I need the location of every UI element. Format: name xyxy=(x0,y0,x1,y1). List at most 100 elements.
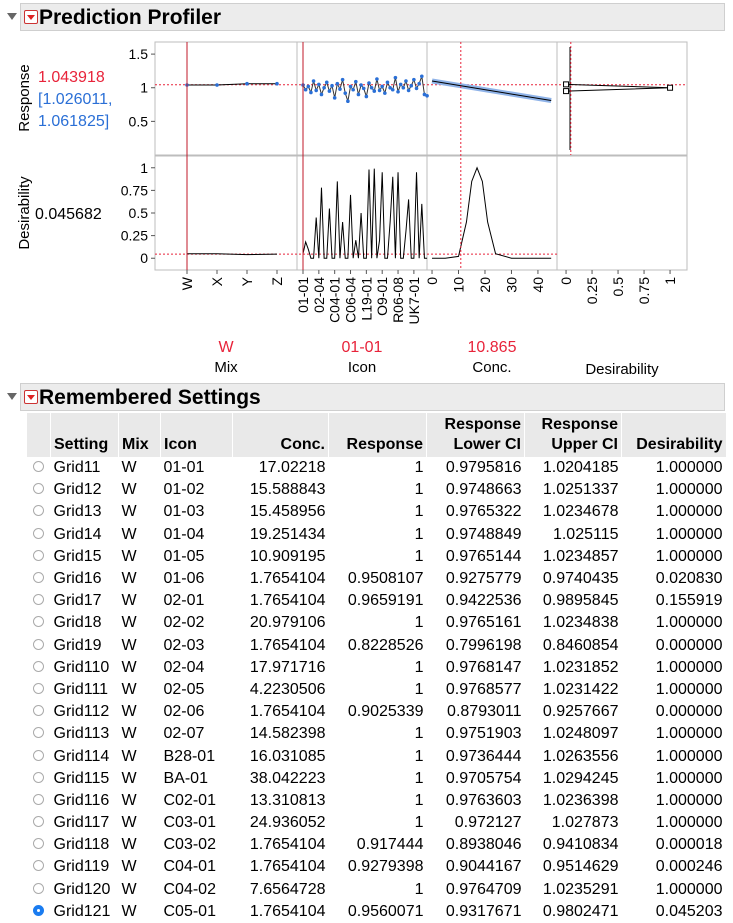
radio[interactable] xyxy=(33,682,44,694)
settings-table: Setting Mix Icon Conc. Response Response Lowe… xyxy=(26,413,726,923)
x-tick-label: 10 xyxy=(451,277,467,293)
table-cell: 1.0263556 xyxy=(542,747,619,765)
table-cell: 0.9768577 xyxy=(445,680,522,698)
disclosure[interactable] xyxy=(7,393,17,400)
response-point xyxy=(348,84,353,89)
radio[interactable] xyxy=(33,749,44,761)
function-point xyxy=(563,88,570,95)
table-cell: 0.9736444 xyxy=(445,747,522,765)
table-cell: 01-01 xyxy=(163,459,205,477)
radio-cell xyxy=(27,812,51,834)
radio[interactable] xyxy=(33,705,44,717)
radio-cell xyxy=(27,612,51,634)
radio-cell xyxy=(27,568,51,590)
table-cell: Grid17 xyxy=(53,592,102,610)
radio[interactable] xyxy=(33,594,44,606)
menu-button[interactable] xyxy=(24,390,38,404)
radio[interactable] xyxy=(33,793,44,805)
radio[interactable] xyxy=(33,771,44,783)
table-cell: W xyxy=(121,481,137,499)
header-cell: Response Lower CI xyxy=(426,413,525,457)
table-cell: W xyxy=(121,658,137,676)
header-cell: Response Upper CI xyxy=(524,413,622,457)
table-cell: 02-02 xyxy=(163,614,205,632)
header-cell: Mix xyxy=(118,413,161,457)
response-point xyxy=(372,89,377,93)
factor-current: W xyxy=(218,339,234,356)
table-cell: Grid19 xyxy=(53,636,102,654)
radio[interactable] xyxy=(33,483,44,495)
radio[interactable] xyxy=(33,882,44,894)
panel xyxy=(154,155,298,271)
y-tick-label: 0.5 xyxy=(129,113,149,129)
radio[interactable] xyxy=(33,549,44,561)
radio[interactable] xyxy=(33,660,44,672)
response-point xyxy=(401,85,406,90)
table-cell: 7.6564728 xyxy=(249,880,326,898)
table-cell: 01-03 xyxy=(163,503,205,521)
table-cell: Grid18 xyxy=(53,614,102,632)
response-point xyxy=(275,81,279,86)
table-cell: W xyxy=(121,636,137,654)
table-cell: 0.045203 xyxy=(655,902,723,920)
table-cell: C05-01 xyxy=(163,902,216,920)
radio[interactable] xyxy=(33,860,44,872)
response-point xyxy=(414,86,419,91)
response-ci: 1.061825] xyxy=(38,113,109,130)
radio[interactable] xyxy=(33,527,44,539)
radio[interactable] xyxy=(33,838,44,850)
radio[interactable] xyxy=(33,616,44,628)
radio[interactable] xyxy=(33,461,44,473)
profiler-header: Prediction Profiler xyxy=(7,3,725,31)
table-cell: 0.000246 xyxy=(655,858,723,876)
table-row: Grid113 W 02-07 14.582398 1 0.9751903 1.024809… xyxy=(27,723,726,745)
response-point xyxy=(338,87,342,91)
table-cell: 0.9768147 xyxy=(445,658,522,676)
response-point xyxy=(383,91,387,95)
response-point xyxy=(377,88,382,93)
factor-current: 01-01 xyxy=(342,339,383,356)
table-cell: W xyxy=(121,525,137,543)
radio-cell xyxy=(27,723,51,745)
header-cell: Icon xyxy=(160,413,233,457)
disclosure[interactable] xyxy=(7,13,17,20)
table-cell: 1 xyxy=(414,658,424,676)
radio-cell xyxy=(27,546,51,568)
table-cell: 0.972127 xyxy=(454,814,522,832)
radio[interactable] xyxy=(33,727,44,739)
factor-name: Desirability xyxy=(585,361,659,378)
table-cell: 02-05 xyxy=(163,680,205,698)
function-point xyxy=(563,81,570,88)
response-point xyxy=(356,92,361,97)
radio[interactable] xyxy=(33,904,44,916)
radio[interactable] xyxy=(33,638,44,650)
response-point xyxy=(330,83,334,88)
table-cell: 02-03 xyxy=(163,636,205,654)
menu-button[interactable] xyxy=(24,10,38,24)
radio[interactable] xyxy=(33,505,44,517)
table-cell: 0.9751903 xyxy=(445,725,522,743)
table-row: Grid18 W 02-02 20.979106 1 0.9765161 1.0234838… xyxy=(27,612,726,634)
table-cell: W xyxy=(121,703,137,721)
table-cell: 02-06 xyxy=(163,703,205,721)
radio[interactable] xyxy=(33,816,44,828)
radio[interactable] xyxy=(33,572,44,584)
y-tick-label: 1 xyxy=(140,80,148,96)
response-point xyxy=(406,88,411,93)
x-tick-label: R06-08 xyxy=(390,277,406,323)
table-cell: 0.9764709 xyxy=(445,880,522,898)
factor-name: Icon xyxy=(348,359,376,376)
radio-cell xyxy=(27,879,51,901)
table-cell: 1.000000 xyxy=(655,547,723,565)
table-cell: 1.000000 xyxy=(655,880,723,898)
x-tick-label: O9-01 xyxy=(374,277,390,316)
table-cell: 1.0234857 xyxy=(542,547,619,565)
y-tick-label: 0.75 xyxy=(121,182,148,198)
table-cell: W xyxy=(121,880,137,898)
x-tick-label: 0 xyxy=(424,277,440,285)
response-point xyxy=(346,99,350,103)
table-cell: 0.9279398 xyxy=(347,858,424,876)
table-cell: 1.7654104 xyxy=(249,636,326,654)
response-point xyxy=(322,85,326,90)
table-cell: 1.000000 xyxy=(655,725,723,743)
